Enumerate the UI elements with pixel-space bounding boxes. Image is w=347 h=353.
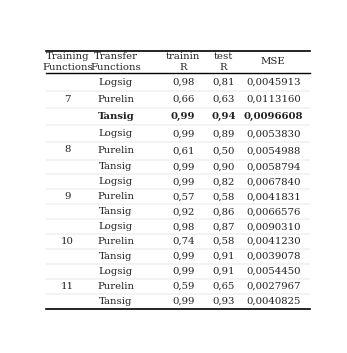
Text: 0,0053830: 0,0053830	[246, 129, 301, 138]
Text: 0,0039078: 0,0039078	[246, 252, 301, 261]
Text: 0,99: 0,99	[172, 267, 194, 276]
Text: Purelin: Purelin	[98, 237, 135, 246]
Text: 0,0027967: 0,0027967	[246, 282, 301, 291]
Text: 0,61: 0,61	[172, 146, 194, 155]
Text: 0,82: 0,82	[212, 178, 235, 186]
Text: 0,0067840: 0,0067840	[246, 178, 301, 186]
Text: 0,81: 0,81	[212, 78, 235, 86]
Text: Purelin: Purelin	[98, 282, 135, 291]
Text: 0,0040825: 0,0040825	[246, 297, 301, 306]
Text: 0,58: 0,58	[212, 237, 235, 246]
Text: 10: 10	[61, 237, 74, 246]
Text: 0,66: 0,66	[172, 95, 194, 104]
Text: 0,59: 0,59	[172, 282, 194, 291]
Text: Logsig: Logsig	[99, 129, 133, 138]
Text: 0,91: 0,91	[212, 252, 235, 261]
Text: Logsig: Logsig	[99, 267, 133, 276]
Text: 0,50: 0,50	[212, 146, 235, 155]
Text: 0,87: 0,87	[212, 222, 235, 231]
Text: 0,0041831: 0,0041831	[246, 192, 301, 201]
Text: 0,98: 0,98	[172, 78, 194, 86]
Text: Tansig: Tansig	[99, 207, 133, 216]
Text: 0,99: 0,99	[172, 129, 194, 138]
Text: 0,0066576: 0,0066576	[246, 207, 301, 216]
Text: 0,58: 0,58	[212, 192, 235, 201]
Text: test
R: test R	[214, 52, 233, 72]
Text: Purelin: Purelin	[98, 146, 135, 155]
Text: trainin
R: trainin R	[166, 52, 201, 72]
Text: 0,0054988: 0,0054988	[246, 146, 301, 155]
Text: 0,0113160: 0,0113160	[246, 95, 301, 104]
Text: Logsig: Logsig	[99, 78, 133, 86]
Text: 0,99: 0,99	[172, 162, 194, 172]
Text: Purelin: Purelin	[98, 95, 135, 104]
Text: 8: 8	[65, 145, 71, 154]
Text: 0,74: 0,74	[172, 237, 195, 246]
Text: 7: 7	[64, 95, 71, 104]
Text: 0,0054450: 0,0054450	[246, 267, 301, 276]
Text: 0,92: 0,92	[172, 207, 194, 216]
Text: 0,99: 0,99	[171, 112, 195, 121]
Text: 0,98: 0,98	[172, 222, 194, 231]
Text: 0,99: 0,99	[172, 178, 194, 186]
Text: Tansig: Tansig	[99, 297, 133, 306]
Text: 0,65: 0,65	[212, 282, 235, 291]
Text: 0,94: 0,94	[211, 112, 236, 121]
Text: 0,63: 0,63	[212, 95, 235, 104]
Text: Tansig: Tansig	[98, 112, 134, 121]
Text: 0,0041230: 0,0041230	[246, 237, 301, 246]
Text: 0,99: 0,99	[172, 252, 194, 261]
Text: 0,0096608: 0,0096608	[244, 112, 303, 121]
Text: 0,90: 0,90	[212, 162, 235, 172]
Text: 0,91: 0,91	[212, 267, 235, 276]
Text: Logsig: Logsig	[99, 178, 133, 186]
Text: 0,57: 0,57	[172, 192, 194, 201]
Text: Purelin: Purelin	[98, 192, 135, 201]
Text: Tansig: Tansig	[99, 252, 133, 261]
Text: Transfer
Functions: Transfer Functions	[91, 52, 141, 72]
Text: 9: 9	[65, 192, 71, 201]
Text: 0,93: 0,93	[212, 297, 235, 306]
Text: MSE: MSE	[261, 58, 286, 66]
Text: 11: 11	[61, 282, 74, 291]
Text: Logsig: Logsig	[99, 222, 133, 231]
Text: Training
Functions: Training Functions	[42, 52, 93, 72]
Text: 0,89: 0,89	[212, 129, 235, 138]
Text: 0,0045913: 0,0045913	[246, 78, 301, 86]
Text: 0,0090310: 0,0090310	[246, 222, 301, 231]
Text: 0,86: 0,86	[212, 207, 235, 216]
Text: 0,0058794: 0,0058794	[246, 162, 301, 172]
Text: Tansig: Tansig	[99, 162, 133, 172]
Text: 0,99: 0,99	[172, 297, 194, 306]
